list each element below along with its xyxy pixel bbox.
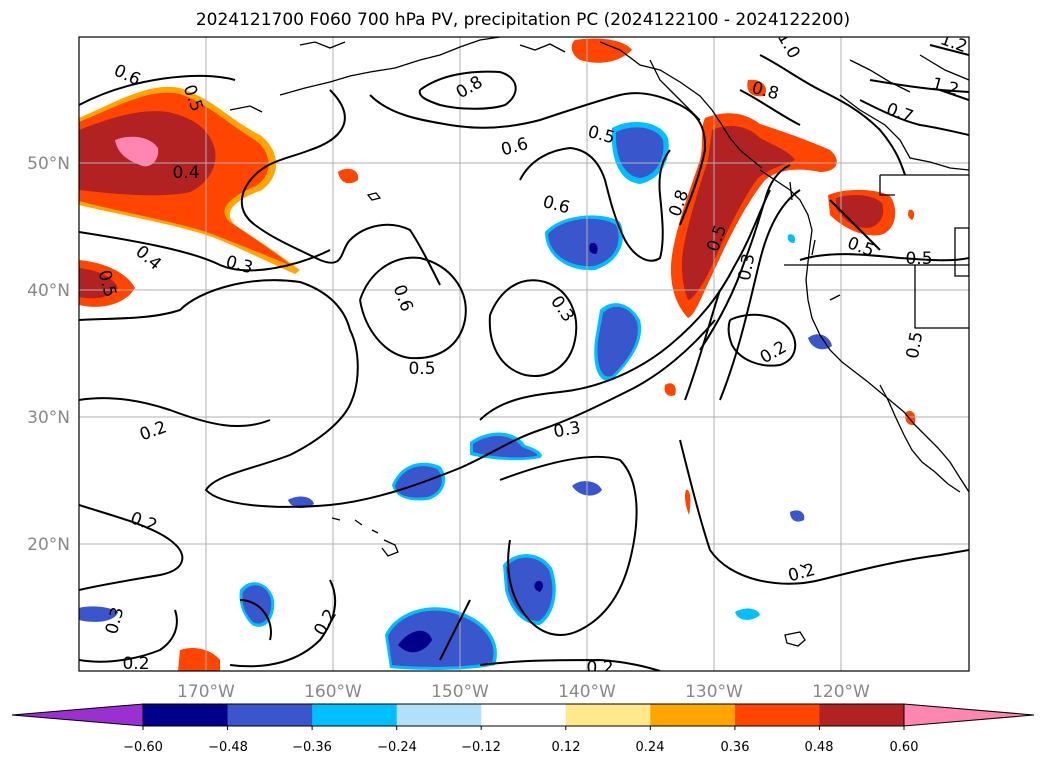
colorbar-segment <box>481 704 567 726</box>
contour-label: 0.3 <box>552 418 582 442</box>
coastlines <box>229 37 969 647</box>
lat-ticks: 50°N 40°N 30°N 20°N <box>27 154 70 555</box>
lon-tick-label: 170°W <box>177 682 235 702</box>
map-panel: 0.6 0.5 0.4 0.4 0.5 0.3 0.8 0.6 0.5 0.6 … <box>79 37 969 678</box>
contour-label: 0.3 <box>735 252 759 282</box>
map-frame <box>78 36 970 672</box>
lon-tick-label: 140°W <box>558 682 616 702</box>
contour-label: 0.5 <box>408 359 435 379</box>
colorbar-tick-label: −0.12 <box>461 740 501 755</box>
colorbar-segment <box>650 704 736 726</box>
map-title: 2024121700 F060 700 hPa PV, precipitatio… <box>196 10 850 30</box>
colorbar-segment <box>143 704 229 726</box>
pv-contours <box>79 44 969 671</box>
colorbar-tick-label: −0.60 <box>123 740 163 755</box>
colorbar-segment <box>227 704 313 726</box>
colorbar-tick-label: 0.24 <box>636 740 665 755</box>
colorbar-tick-label: 0.36 <box>721 740 750 755</box>
colorbar-tick-label: 0.60 <box>890 740 919 755</box>
contour-label: 0.4 <box>172 163 199 183</box>
colorbar-segment <box>734 704 820 726</box>
lon-tick-label: 160°W <box>304 682 362 702</box>
lon-ticks: 170°W 160°W 150°W 140°W 130°W 120°W <box>177 682 870 702</box>
lon-tick-label: 150°W <box>431 682 489 702</box>
lat-tick-label: 30°N <box>27 408 70 428</box>
contour-label: 0.2 <box>122 654 149 674</box>
colorbar-tick-labels: −0.60 −0.48 −0.36 −0.24 −0.12 0.12 0.24 … <box>123 740 918 755</box>
contour-label: 0.5 <box>903 330 927 360</box>
lat-tick-label: 40°N <box>27 281 70 301</box>
lon-tick-label: 130°W <box>685 682 743 702</box>
contour-label: 0.2 <box>586 658 613 678</box>
colorbar-tick-label: 0.48 <box>805 740 834 755</box>
colorbar-segment <box>819 704 905 726</box>
colorbar: −0.60 −0.48 −0.36 −0.24 −0.12 0.12 0.24 … <box>11 703 1035 755</box>
colorbar-extend-low <box>12 704 143 726</box>
colorbar-tick-label: −0.24 <box>377 740 417 755</box>
colorbar-tick-label: −0.36 <box>292 740 332 755</box>
lat-tick-label: 50°N <box>27 154 70 174</box>
contour-label: 0.5 <box>905 249 932 269</box>
lon-tick-label: 120°W <box>812 682 870 702</box>
colorbar-segment <box>565 704 651 726</box>
colorbar-tick-label: −0.48 <box>208 740 248 755</box>
lat-tick-label: 20°N <box>27 535 70 555</box>
colorbar-segment <box>312 704 398 726</box>
graticule <box>79 37 969 671</box>
colorbar-tick-label: 0.12 <box>552 740 581 755</box>
colorbar-extend-high <box>904 704 1034 726</box>
colorbar-segment <box>396 704 482 726</box>
